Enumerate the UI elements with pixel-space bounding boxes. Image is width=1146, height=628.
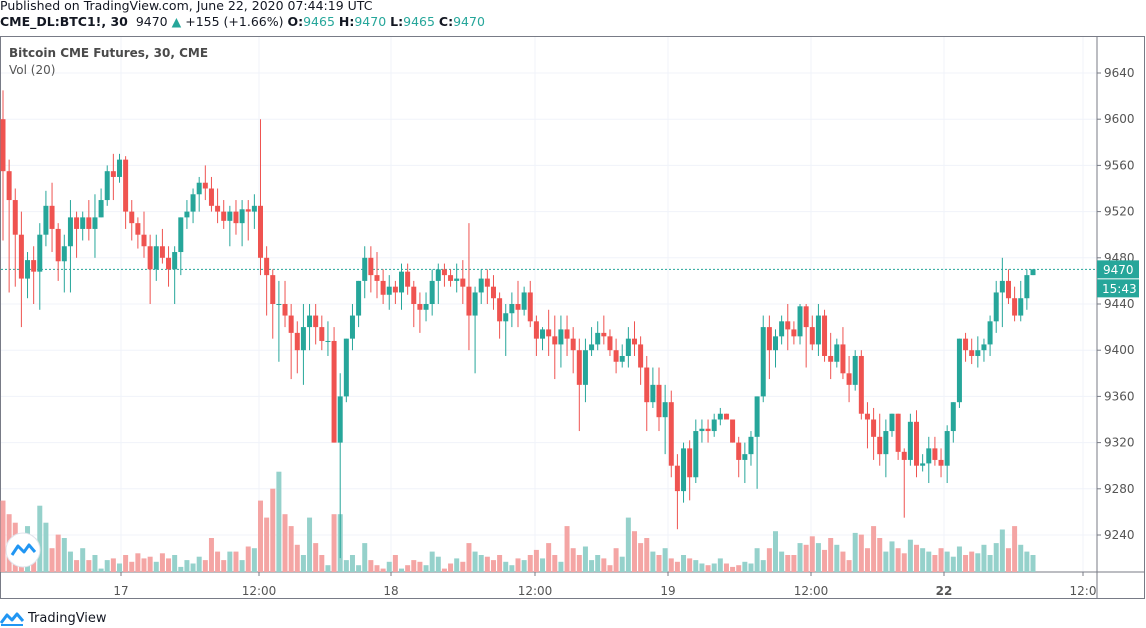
open-value: 9465 xyxy=(303,14,335,29)
volume-indicator-label: Vol (20) xyxy=(9,63,56,77)
price-tick-label: 9280 xyxy=(1104,482,1135,496)
price-tick-label: 9560 xyxy=(1104,158,1135,172)
price-tick-label: 9360 xyxy=(1104,389,1135,403)
price-tick-label: 9520 xyxy=(1104,205,1135,219)
time-tick-label: 12:00 xyxy=(242,584,277,598)
volume-bars xyxy=(0,471,1036,572)
symbol-label: CME_DL:BTC1!, 30 xyxy=(0,14,128,29)
time-tick-label: 12:00 xyxy=(518,584,553,598)
chart-legend: Bitcoin CME Futures, 30, CME Vol (20) xyxy=(9,45,208,79)
candles xyxy=(0,90,1036,559)
time-tick-label: 12:00 xyxy=(794,584,829,598)
published-line: Published on TradingView.com, June 22, 2… xyxy=(0,0,373,13)
price-change: +155 (+1.66%) xyxy=(185,14,284,29)
time-tick-label: 22 xyxy=(936,584,953,598)
price-tick-label: 9240 xyxy=(1104,528,1135,542)
svg-text:9470: 9470 xyxy=(1103,263,1134,277)
low-label: L: xyxy=(390,14,404,29)
low-value: 9465 xyxy=(403,14,435,29)
close-value: 9470 xyxy=(453,14,485,29)
chart-frame[interactable] xyxy=(0,36,1145,599)
high-value: 9470 xyxy=(354,14,387,29)
symbol-header: CME_DL:BTC1!, 30 9470 ▲ +155 (+1.66%) O:… xyxy=(0,14,485,29)
price-tick-label: 9600 xyxy=(1104,112,1135,126)
series-title: Bitcoin CME Futures, 30, CME xyxy=(9,46,209,60)
time-tick-label: 18 xyxy=(383,584,398,598)
price-tick-label: 9640 xyxy=(1104,66,1135,80)
high-label: H: xyxy=(338,14,355,29)
price-tick-label: 9440 xyxy=(1104,297,1135,311)
svg-text:15:43: 15:43 xyxy=(1102,282,1137,296)
tradingview-logo-icon xyxy=(0,612,24,626)
brand-name: TradingView xyxy=(28,610,107,626)
open-label: O: xyxy=(287,14,304,29)
tradingview-watermark-icon xyxy=(5,532,41,568)
price-tick-label: 9320 xyxy=(1104,436,1135,450)
close-label: C: xyxy=(438,14,454,29)
time-tick-label: 17 xyxy=(113,584,128,598)
bar-countdown-badge: 15:43 xyxy=(1097,279,1139,298)
current-price-badge: 9470 xyxy=(1097,260,1139,279)
up-triangle-icon: ▲ xyxy=(171,14,182,29)
time-tick-label: 12:0 xyxy=(1070,584,1097,598)
price-tick-label: 9400 xyxy=(1104,343,1135,357)
time-tick-label: 19 xyxy=(660,584,675,598)
last-price: 9470 xyxy=(135,14,168,29)
tradingview-footer: TradingView xyxy=(0,610,107,626)
